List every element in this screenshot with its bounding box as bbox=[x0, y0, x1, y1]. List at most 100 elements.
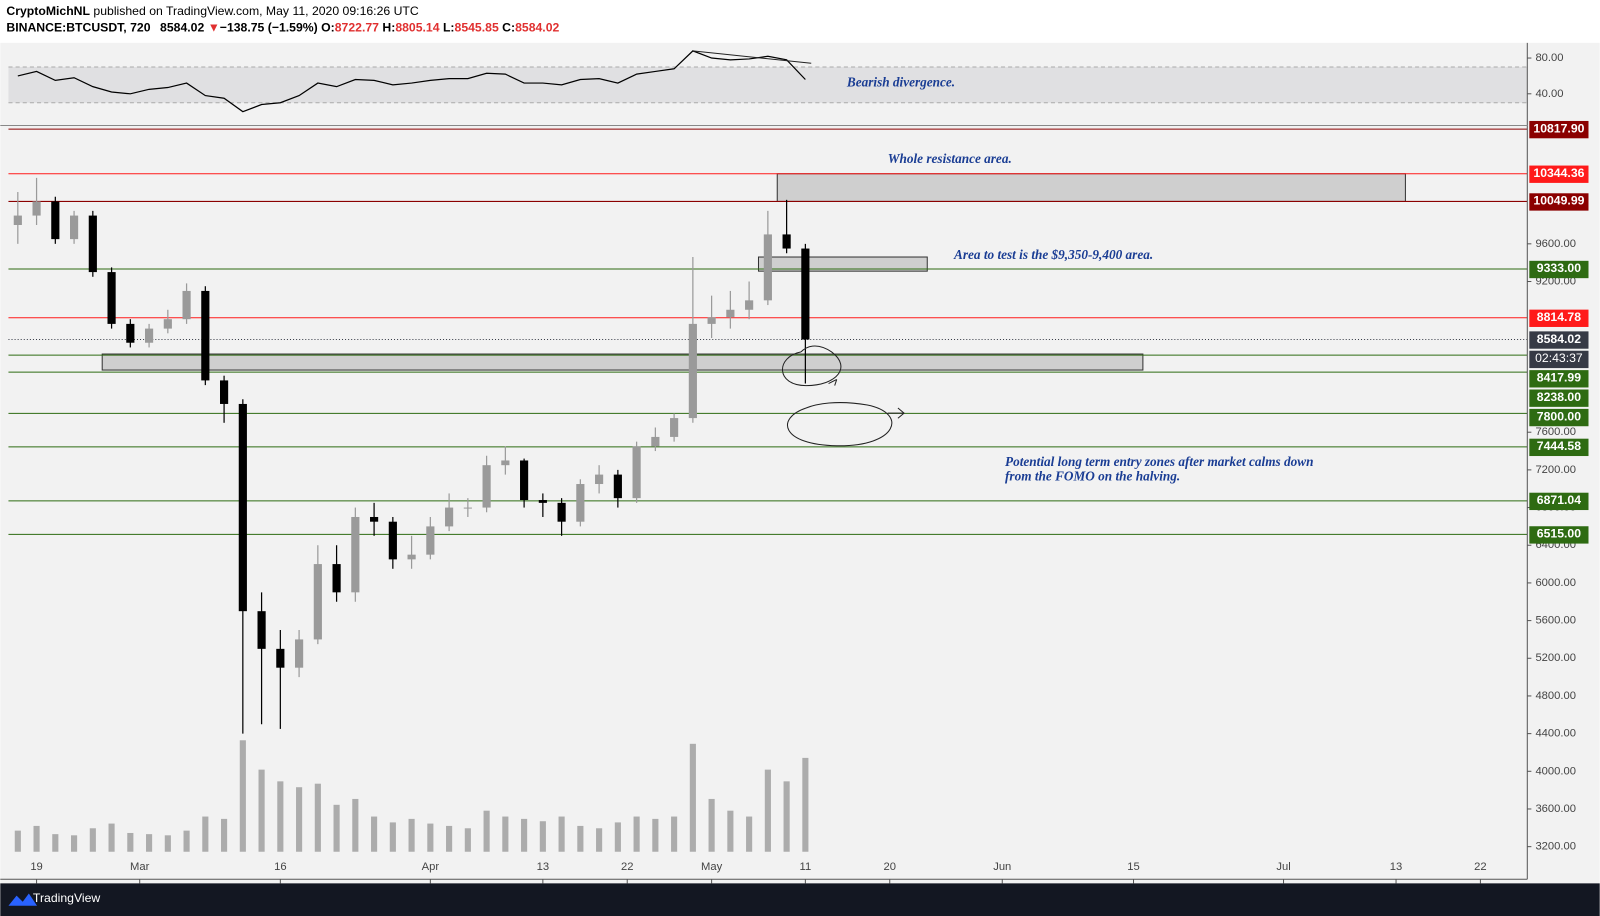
arrow: ▼ bbox=[208, 21, 220, 35]
volume-bar bbox=[108, 823, 115, 852]
low: 8545.85 bbox=[455, 21, 499, 35]
o-label: O: bbox=[321, 21, 335, 35]
price-label-bg bbox=[1529, 389, 1589, 407]
countdown: 02:43:37 bbox=[1535, 351, 1583, 365]
x-tick-label: 22 bbox=[1474, 861, 1486, 873]
candle-body bbox=[313, 564, 322, 640]
x-tick-label: Jun bbox=[993, 861, 1011, 873]
candle-body bbox=[407, 554, 416, 560]
volume-bar bbox=[577, 825, 584, 852]
price-label-bg bbox=[1529, 309, 1589, 327]
volume-bar bbox=[558, 816, 565, 852]
candle-body bbox=[257, 611, 266, 649]
price-label: 6871.04 bbox=[1537, 493, 1581, 507]
candle-body bbox=[782, 234, 791, 249]
c-label: C: bbox=[502, 21, 515, 35]
volume-bar bbox=[296, 787, 303, 852]
candle-body bbox=[632, 446, 641, 499]
y-tick-label: 4000.00 bbox=[1535, 765, 1576, 777]
price-label-bg bbox=[1529, 165, 1589, 183]
volume-bar bbox=[371, 816, 378, 852]
price-label: 8584.02 bbox=[1537, 332, 1581, 346]
countdown-bg bbox=[1529, 350, 1589, 369]
y-tick-label: 4400.00 bbox=[1535, 728, 1576, 740]
x-tick-label: Mar bbox=[130, 861, 150, 873]
volume-bar bbox=[614, 822, 621, 852]
volume-bar bbox=[727, 810, 734, 852]
y-tick-label: 7600.00 bbox=[1535, 426, 1576, 438]
volume-bar bbox=[689, 743, 696, 852]
change: −138.75 (−1.59%) bbox=[220, 21, 318, 35]
y-tick-label: 3200.00 bbox=[1535, 841, 1576, 853]
x-tick-label: 19 bbox=[30, 861, 42, 873]
volume-bar bbox=[52, 834, 59, 852]
candle-body bbox=[426, 526, 435, 555]
x-tick-label: 22 bbox=[621, 861, 633, 873]
volume-bar bbox=[502, 816, 509, 852]
volume-bar bbox=[633, 816, 640, 852]
candle-body bbox=[726, 309, 735, 318]
candle-body bbox=[220, 380, 229, 404]
annotation: Bearish divergence. bbox=[846, 75, 955, 90]
candle-body bbox=[388, 521, 397, 560]
y-tick-label: 6000.00 bbox=[1535, 577, 1576, 589]
volume-bar bbox=[446, 825, 453, 852]
candle-body bbox=[201, 290, 210, 381]
price-label: 9333.00 bbox=[1537, 261, 1581, 275]
annotation: from the FOMO on the halving. bbox=[1005, 468, 1180, 483]
candle-body bbox=[688, 323, 697, 419]
price-label: 7444.58 bbox=[1537, 439, 1581, 453]
volume-bar bbox=[521, 818, 528, 852]
volume-bar bbox=[221, 818, 228, 852]
symbol: BINANCE:BTCUSDT, 720 bbox=[6, 21, 150, 35]
volume-bar bbox=[539, 821, 546, 852]
x-tick-label: 20 bbox=[884, 861, 896, 873]
volume-bar bbox=[202, 816, 209, 852]
candle-body bbox=[163, 319, 172, 329]
y-tick-label: 5200.00 bbox=[1535, 652, 1576, 664]
volume-bar bbox=[164, 835, 171, 852]
price-label: 10049.99 bbox=[1533, 194, 1584, 208]
close: 8584.02 bbox=[515, 21, 559, 35]
candle-body bbox=[295, 639, 304, 668]
volume-bar bbox=[277, 781, 284, 852]
logo bbox=[8, 893, 38, 906]
price-label-bg bbox=[1529, 260, 1589, 279]
candle-body bbox=[126, 323, 135, 343]
candle-body bbox=[351, 516, 360, 593]
drawn-circle bbox=[787, 402, 905, 447]
volume-bar bbox=[464, 828, 471, 852]
candle-body bbox=[520, 460, 529, 501]
high: 8805.14 bbox=[395, 21, 439, 35]
candle-body bbox=[107, 272, 116, 324]
volume-bar bbox=[671, 816, 678, 852]
candle-body bbox=[69, 215, 79, 240]
last: 8584.02 bbox=[160, 21, 204, 35]
volume-bar bbox=[802, 757, 809, 852]
x-tick-label: Apr bbox=[422, 861, 440, 873]
candle-body bbox=[763, 234, 772, 301]
annotation: Area to test is the $9,350-9,400 area. bbox=[953, 247, 1153, 262]
price-label: 8417.99 bbox=[1537, 371, 1581, 385]
candle-body bbox=[51, 201, 60, 240]
published: published on TradingView.com, May 11, 20… bbox=[93, 4, 418, 18]
candle-body bbox=[651, 436, 660, 447]
volume-bar bbox=[33, 825, 40, 852]
candle-body bbox=[538, 500, 547, 503]
y-tick-label: 9200.00 bbox=[1535, 275, 1576, 287]
footer bbox=[0, 883, 1600, 916]
price-label-bg bbox=[1529, 120, 1589, 139]
price-label-bg bbox=[1529, 408, 1589, 427]
l-label: L: bbox=[443, 21, 455, 35]
volume-bar bbox=[89, 828, 96, 852]
volume-bar bbox=[146, 834, 153, 852]
volume-bar bbox=[183, 830, 190, 852]
candle-body bbox=[557, 502, 566, 522]
rsi-tick-label: 40.00 bbox=[1535, 88, 1563, 100]
price-label-bg bbox=[1529, 331, 1589, 349]
candle-body bbox=[613, 474, 622, 499]
x-tick-label: Jul bbox=[1276, 861, 1290, 873]
price-label: 7800.00 bbox=[1537, 409, 1581, 423]
open: 8722.77 bbox=[335, 21, 379, 35]
